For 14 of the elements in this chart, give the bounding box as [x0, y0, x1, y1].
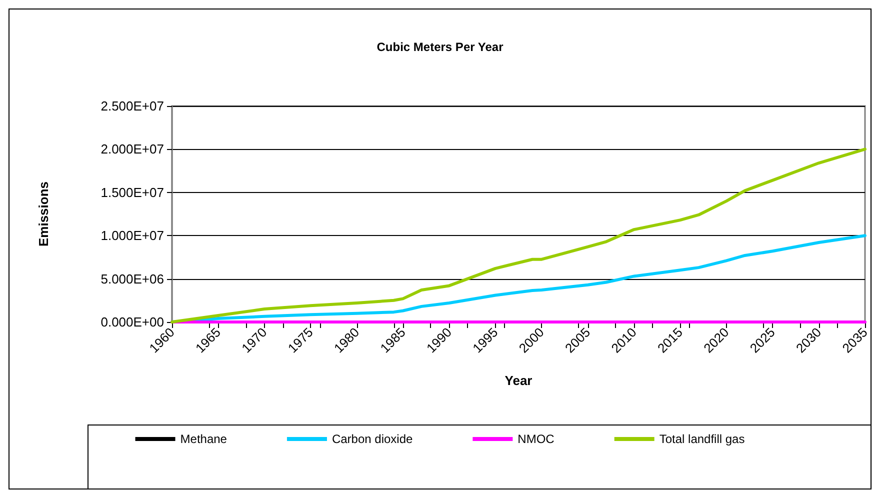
y-tick-label: 2.500E+07: [100, 98, 164, 114]
y-tick-label: 0.000E+00: [100, 314, 164, 330]
y-axis-title: Emissions: [36, 181, 51, 247]
y-tick-label: 1.000E+07: [100, 228, 164, 244]
line-series: [170, 148, 866, 324]
legend-label: NMOC: [518, 432, 555, 446]
legend-label: Total landfill gas: [659, 432, 745, 446]
y-tick-label: 5.000E+06: [100, 271, 164, 286]
chart-title: Cubic Meters Per Year: [376, 40, 504, 54]
x-axis-title: Year: [504, 373, 532, 388]
y-tick-label: 1.500E+07: [100, 184, 164, 200]
y-tick-label: 2.000E+07: [100, 142, 164, 157]
legend-label: Methane: [180, 432, 228, 446]
legend-label: Carbon dioxide: [332, 432, 414, 446]
